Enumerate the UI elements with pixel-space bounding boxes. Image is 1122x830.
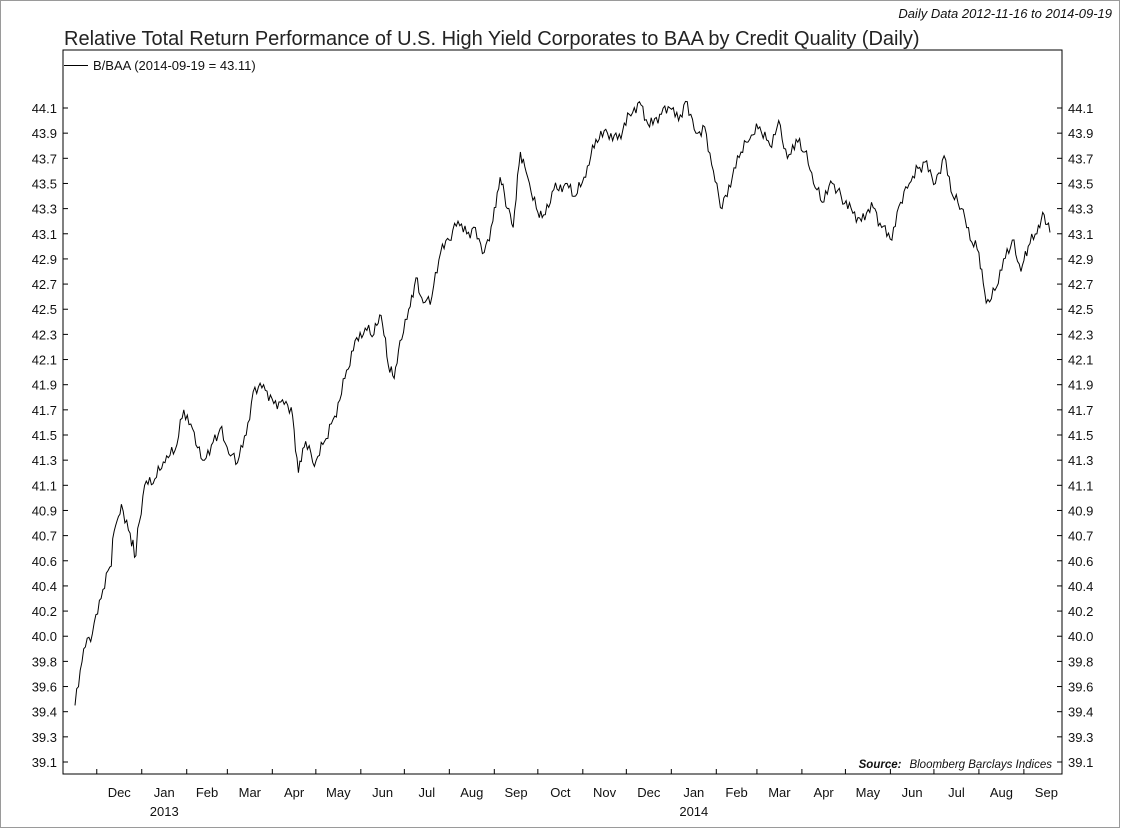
source-label: Source: bbox=[858, 759, 902, 771]
y-tick-label: 42.1 bbox=[32, 353, 57, 368]
y-tick-label: 44.1 bbox=[32, 101, 57, 116]
y-tick-label: 40.9 bbox=[1068, 503, 1093, 518]
y-tick-label: 40.0 bbox=[1068, 629, 1093, 644]
y-tick-label: 42.7 bbox=[32, 277, 57, 292]
y-tick-label: 41.5 bbox=[32, 428, 57, 443]
y-tick-label: 43.7 bbox=[1068, 151, 1093, 166]
y-tick-label: 42.3 bbox=[1068, 327, 1093, 342]
y-tick-label: 40.7 bbox=[1068, 529, 1093, 544]
plot-area-border bbox=[62, 49, 1063, 775]
series-line-b-baa bbox=[74, 100, 1051, 706]
x-year-label: 2013 bbox=[150, 804, 179, 819]
x-tick-label: Feb bbox=[196, 785, 218, 800]
x-tick-label: Oct bbox=[550, 785, 571, 800]
x-tick-label: Jun bbox=[372, 785, 393, 800]
x-tick-label: Feb bbox=[725, 785, 747, 800]
y-tick-label: 42.9 bbox=[32, 252, 57, 267]
x-tick-label: Dec bbox=[108, 785, 132, 800]
y-tick-label: 40.6 bbox=[1068, 554, 1093, 569]
y-tick-label: 40.4 bbox=[1068, 579, 1093, 594]
x-tick-label: Jan bbox=[683, 785, 704, 800]
x-tick-label: Nov bbox=[593, 785, 617, 800]
y-tick-label: 41.9 bbox=[1068, 378, 1093, 393]
y-tick-label: 43.7 bbox=[32, 151, 57, 166]
legend-swatch bbox=[64, 65, 88, 66]
y-tick-label: 40.2 bbox=[32, 604, 57, 619]
source-text: Bloomberg Barclays Indices bbox=[909, 759, 1052, 771]
y-axis-left: 44.1 43.9 43.7 43.5 43.3 43.1 42.9 42.7 42.5 42.3… bbox=[32, 101, 68, 770]
y-tick-label: 41.3 bbox=[1068, 453, 1093, 468]
x-tick-label: Jul bbox=[948, 785, 965, 800]
x-tick-label: Mar bbox=[768, 785, 791, 800]
y-tick-label: 39.8 bbox=[1068, 654, 1093, 669]
y-tick-label: 39.4 bbox=[1068, 705, 1093, 720]
y-axis-right: 44.1 43.9 43.7 43.5 43.3 43.1 42.9 42.7 42.5 42.3… bbox=[1057, 101, 1093, 770]
y-tick-label: 42.5 bbox=[32, 302, 57, 317]
x-tick-label: Mar bbox=[239, 785, 262, 800]
y-tick-label: 41.1 bbox=[32, 478, 57, 493]
y-tick-label: 42.3 bbox=[32, 327, 57, 342]
y-tick-label: 40.9 bbox=[32, 503, 57, 518]
x-tick-label: Jul bbox=[419, 785, 436, 800]
y-tick-label: 39.6 bbox=[1068, 680, 1093, 695]
y-tick-label: 42.7 bbox=[1068, 277, 1093, 292]
chart-subtitle: Daily Data 2012-11-16 to 2014-09-19 bbox=[898, 6, 1112, 21]
x-tick-label: Jun bbox=[902, 785, 923, 800]
chart-title: Relative Total Return Performance of U.S… bbox=[64, 28, 920, 50]
y-tick-label: 41.7 bbox=[1068, 403, 1093, 418]
x-tick-label: Sep bbox=[505, 785, 528, 800]
y-tick-label: 42.5 bbox=[1068, 302, 1093, 317]
y-tick-label: 39.3 bbox=[1068, 730, 1093, 745]
y-tick-label: 43.1 bbox=[1068, 227, 1093, 242]
y-tick-label: 41.5 bbox=[1068, 428, 1093, 443]
y-tick-label: 39.6 bbox=[32, 680, 57, 695]
legend: B/BAA (2014-09-19 = 43.11) bbox=[64, 58, 256, 73]
x-axis: Dec Jan Feb Mar Apr May Jun Jul Aug Sep Oct Nov Dec J… bbox=[96, 769, 1058, 819]
x-tick-label: Aug bbox=[460, 785, 483, 800]
x-tick-label: Sep bbox=[1035, 785, 1058, 800]
y-tick-label: 43.3 bbox=[32, 202, 57, 217]
y-tick-label: 43.3 bbox=[1068, 202, 1093, 217]
y-tick-label: 39.4 bbox=[32, 705, 57, 720]
x-tick-label: Apr bbox=[814, 785, 835, 800]
source-note: Source: Bloomberg Barclays Indices bbox=[859, 759, 1052, 771]
x-tick-label: Dec bbox=[637, 785, 661, 800]
y-tick-label: 40.6 bbox=[32, 554, 57, 569]
y-tick-label: 40.0 bbox=[32, 629, 57, 644]
y-tick-label: 44.1 bbox=[1068, 101, 1093, 116]
y-tick-label: 42.1 bbox=[1068, 353, 1093, 368]
y-tick-label: 43.1 bbox=[32, 227, 57, 242]
x-tick-label: Aug bbox=[990, 785, 1013, 800]
y-tick-label: 39.8 bbox=[32, 654, 57, 669]
y-tick-label: 40.4 bbox=[32, 579, 57, 594]
y-tick-label: 43.9 bbox=[32, 126, 57, 141]
y-tick-label: 39.1 bbox=[1068, 755, 1093, 770]
y-tick-label: 43.9 bbox=[1068, 126, 1093, 141]
x-tick-label: May bbox=[856, 785, 881, 800]
y-tick-label: 40.2 bbox=[1068, 604, 1093, 619]
x-tick-label: Jan bbox=[154, 785, 175, 800]
x-tick-label: May bbox=[326, 785, 351, 800]
y-tick-label: 41.1 bbox=[1068, 478, 1093, 493]
legend-label: B/BAA (2014-09-19 = 43.11) bbox=[93, 58, 256, 73]
y-tick-label: 41.3 bbox=[32, 453, 57, 468]
y-tick-label: 40.7 bbox=[32, 529, 57, 544]
y-tick-label: 41.9 bbox=[32, 378, 57, 393]
y-tick-label: 43.5 bbox=[1068, 176, 1093, 191]
y-tick-label: 39.3 bbox=[32, 730, 57, 745]
y-tick-label: 39.1 bbox=[32, 755, 57, 770]
x-tick-label: Apr bbox=[284, 785, 305, 800]
y-tick-label: 41.7 bbox=[32, 403, 57, 418]
x-year-label: 2014 bbox=[679, 804, 708, 819]
y-tick-label: 43.5 bbox=[32, 176, 57, 191]
y-tick-label: 42.9 bbox=[1068, 252, 1093, 267]
